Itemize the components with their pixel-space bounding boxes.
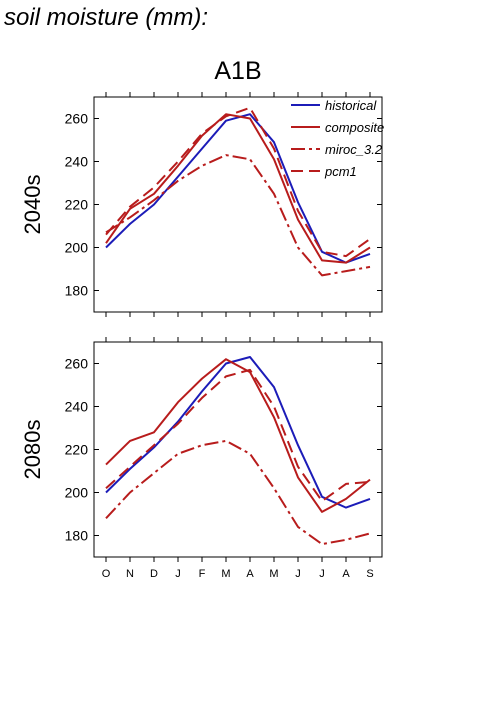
- x-tick-label: N: [126, 568, 134, 580]
- series-line-miroc-3-2-2040s: [105, 154, 371, 277]
- series-line-historical-2080s: [105, 356, 371, 509]
- y-tick-label: 220: [65, 442, 89, 458]
- x-tick-label: S: [366, 568, 373, 580]
- series-line-pcm1-2080s: [105, 368, 371, 503]
- y-tick-label: 240: [65, 399, 89, 415]
- series-line-miroc-3-2-2080s: [105, 439, 371, 546]
- series-line-composite-2040s: [105, 113, 371, 264]
- y-tick-label: 200: [65, 240, 89, 256]
- y-tick-label: 260: [65, 356, 89, 372]
- plot-frame-2080s: [93, 341, 383, 558]
- x-tick-label: A: [246, 568, 254, 580]
- y-tick-label: 240: [65, 154, 89, 170]
- x-tick-label: O: [102, 568, 111, 580]
- page-title: soil moisture (mm):: [4, 4, 209, 31]
- legend-label-miroc-3-2: miroc_3.2: [325, 142, 383, 157]
- y-tick-label: 180: [65, 283, 89, 299]
- y-tick-label: 180: [65, 528, 89, 544]
- row-label-2040s: 2040s: [20, 175, 45, 235]
- x-tick-label: F: [199, 568, 206, 580]
- legend-label-pcm1: pcm1: [324, 164, 357, 179]
- x-tick-label: A: [342, 568, 350, 580]
- y-tick-label: 200: [65, 485, 89, 501]
- row-label-2080s: 2080s: [20, 420, 45, 480]
- y-tick-label: 260: [65, 111, 89, 127]
- x-tick-label: D: [150, 568, 158, 580]
- legend-label-composite: composite: [325, 120, 384, 135]
- series-line-historical-2040s: [105, 113, 371, 264]
- x-tick-label: M: [269, 568, 278, 580]
- x-tick-label: J: [175, 568, 181, 580]
- legend-label-historical: historical: [325, 98, 377, 113]
- chart-title: A1B: [214, 57, 262, 85]
- y-tick-label: 220: [65, 197, 89, 213]
- x-tick-label: J: [295, 568, 301, 580]
- series-line-composite-2080s: [105, 358, 371, 513]
- series-line-pcm1-2040s: [105, 106, 371, 258]
- x-tick-label: J: [319, 568, 325, 580]
- x-tick-label: M: [221, 568, 230, 580]
